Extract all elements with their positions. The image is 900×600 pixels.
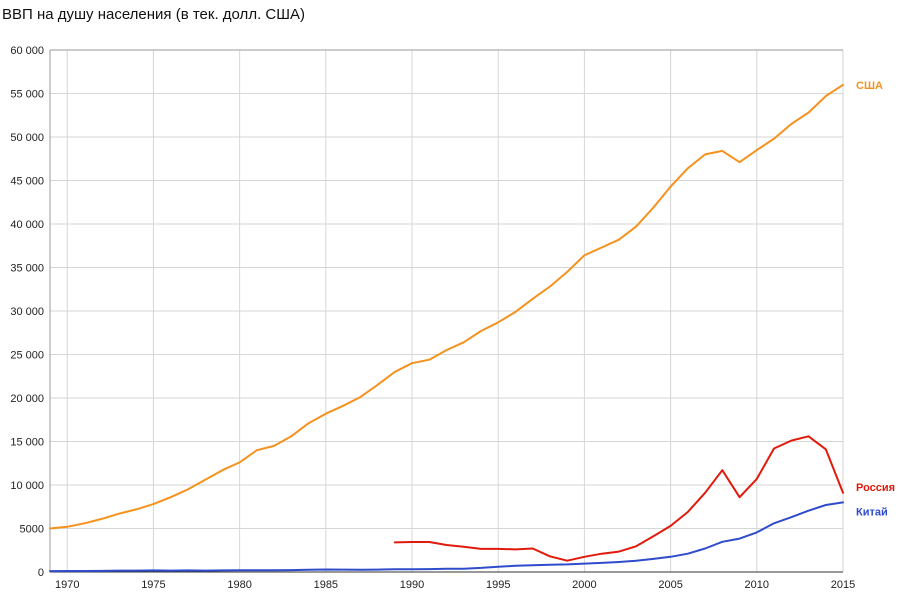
series-label: США bbox=[856, 80, 883, 92]
x-tick-label: 2015 bbox=[831, 579, 855, 591]
series-group bbox=[49, 83, 844, 573]
tick-labels: 0 5000 10 000 15 000 20 000 25 000 30 000 35 00… bbox=[10, 45, 895, 591]
x-tick-label: 1985 bbox=[314, 579, 338, 591]
y-tick-label: 20 000 bbox=[10, 393, 44, 405]
y-tick-label: 25 000 bbox=[10, 350, 44, 362]
axes bbox=[49, 49, 843, 573]
x-tick-label: 2000 bbox=[572, 579, 596, 591]
grid-lines bbox=[50, 49, 844, 572]
series-line bbox=[393, 435, 844, 562]
x-tick-label: 2010 bbox=[745, 579, 769, 591]
x-tick-label: 1975 bbox=[141, 579, 165, 591]
y-tick-label: 40 000 bbox=[10, 219, 44, 231]
x-tick-label: 2005 bbox=[658, 579, 682, 591]
y-tick-label: 5000 bbox=[20, 524, 44, 536]
y-tick-label: 10 000 bbox=[10, 480, 44, 492]
y-tick-label: 55 000 bbox=[10, 89, 44, 101]
y-tick-label: 0 bbox=[38, 567, 44, 579]
x-tick-label: 1980 bbox=[227, 579, 251, 591]
y-tick-label: 45 000 bbox=[10, 176, 44, 188]
chart-title: ВВП на душу населения (в тек. долл. США) bbox=[2, 6, 305, 23]
y-tick-label: 60 000 bbox=[10, 45, 44, 57]
x-tick-label: 1970 bbox=[55, 579, 79, 591]
x-tick-label: 1990 bbox=[400, 579, 424, 591]
y-tick-label: 50 000 bbox=[10, 132, 44, 144]
series-label: Россия bbox=[856, 482, 895, 494]
series-label: Китай bbox=[856, 506, 888, 518]
x-tick-label: 1995 bbox=[486, 579, 510, 591]
series-line bbox=[49, 83, 844, 530]
y-tick-label: 30 000 bbox=[10, 306, 44, 318]
y-tick-label: 15 000 bbox=[10, 437, 44, 449]
y-tick-label: 35 000 bbox=[10, 263, 44, 275]
series-line bbox=[49, 501, 844, 573]
